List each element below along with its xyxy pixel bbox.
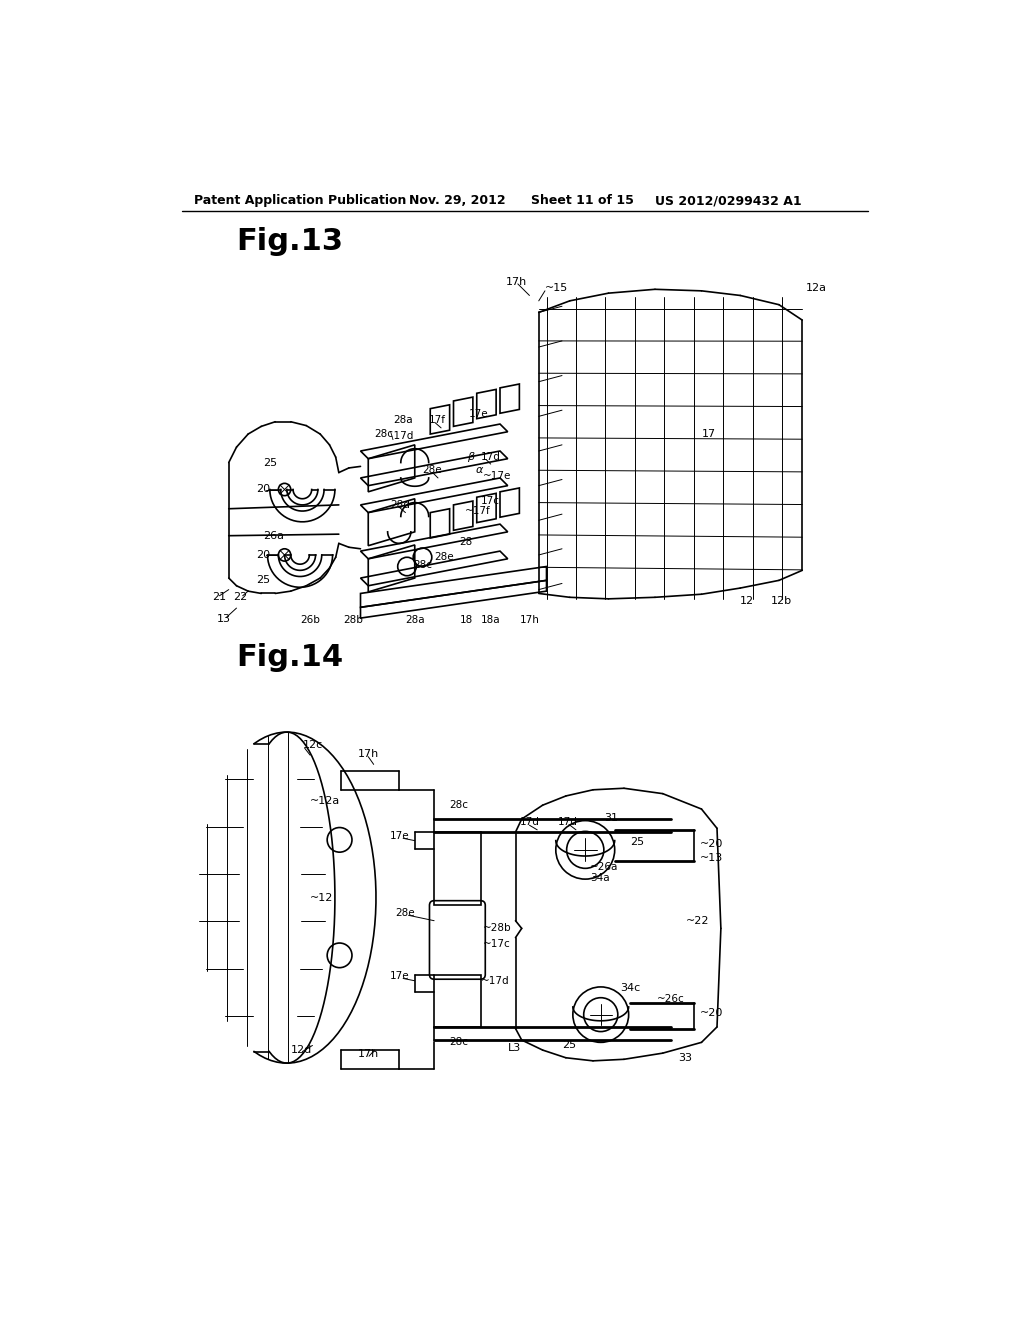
Text: 25: 25 — [630, 837, 644, 847]
Text: β: β — [467, 453, 474, 462]
Text: 28c: 28c — [414, 560, 432, 570]
Text: 28d: 28d — [390, 500, 410, 510]
Text: 12a: 12a — [806, 282, 827, 293]
Text: 25: 25 — [562, 1040, 577, 1051]
Text: 12d: 12d — [291, 1045, 312, 1055]
Text: α: α — [475, 465, 482, 475]
Text: 17e: 17e — [390, 832, 410, 841]
Text: 31: 31 — [604, 813, 618, 824]
Text: ~15: ~15 — [545, 282, 568, 293]
Text: 25: 25 — [263, 458, 278, 467]
Text: 28: 28 — [460, 537, 473, 546]
Text: 28b: 28b — [343, 615, 364, 626]
Text: 17h: 17h — [506, 277, 527, 286]
Text: ~17c: ~17c — [483, 939, 511, 949]
Text: 17: 17 — [701, 429, 716, 440]
Text: ~26c: ~26c — [656, 994, 684, 1005]
Text: Fig.13: Fig.13 — [237, 227, 343, 256]
Text: 28e: 28e — [395, 908, 415, 917]
Text: ~13: ~13 — [700, 853, 723, 862]
Text: ~17e: ~17e — [483, 471, 511, 480]
Text: ~28b: ~28b — [483, 924, 512, 933]
Text: 12b: 12b — [771, 597, 793, 606]
Text: 17h: 17h — [358, 748, 380, 759]
Text: 17f: 17f — [429, 416, 445, 425]
Text: 22: 22 — [232, 593, 247, 602]
Text: 17d: 17d — [519, 817, 540, 828]
Text: ~17d: ~17d — [480, 975, 509, 986]
Text: ~20: ~20 — [700, 838, 723, 849]
Text: 28a: 28a — [393, 416, 413, 425]
Text: 12: 12 — [740, 597, 755, 606]
Text: 34c: 34c — [621, 982, 640, 993]
Text: Nov. 29, 2012: Nov. 29, 2012 — [410, 194, 506, 207]
Text: 17c: 17c — [480, 496, 500, 506]
Text: L3: L3 — [508, 1043, 521, 1053]
Text: 25: 25 — [256, 576, 270, 585]
Text: ~17f: ~17f — [465, 506, 490, 516]
Text: ~22: ~22 — [686, 916, 710, 925]
Text: 17d: 17d — [558, 817, 578, 828]
Text: 26b: 26b — [300, 615, 319, 626]
Text: 34a: 34a — [590, 874, 609, 883]
Text: 17e: 17e — [469, 409, 488, 418]
Text: 28c: 28c — [375, 429, 393, 440]
Text: 28a: 28a — [406, 615, 425, 626]
Text: ~20: ~20 — [700, 1008, 723, 1018]
Text: 28c: 28c — [450, 1038, 469, 1047]
Text: 13: 13 — [217, 614, 231, 624]
Text: 18: 18 — [460, 615, 473, 626]
Text: 20: 20 — [256, 550, 270, 560]
Text: \17d: \17d — [390, 430, 414, 441]
Text: ~26a: ~26a — [590, 862, 618, 871]
Text: 18a: 18a — [480, 615, 501, 626]
Text: 28c: 28c — [450, 800, 469, 810]
Text: 17h: 17h — [519, 615, 540, 626]
Text: US 2012/0299432 A1: US 2012/0299432 A1 — [655, 194, 802, 207]
Text: 28e: 28e — [423, 465, 442, 475]
Text: 26a: 26a — [263, 531, 285, 541]
Text: 17d: 17d — [480, 453, 501, 462]
Text: 28e: 28e — [434, 552, 454, 562]
Text: Patent Application Publication: Patent Application Publication — [194, 194, 407, 207]
Text: 17e: 17e — [390, 972, 410, 981]
Text: Sheet 11 of 15: Sheet 11 of 15 — [531, 194, 634, 207]
Text: ~12: ~12 — [310, 892, 334, 903]
Text: Fig.14: Fig.14 — [237, 643, 344, 672]
Text: 17h: 17h — [357, 1049, 379, 1059]
Text: 12c: 12c — [302, 741, 323, 750]
Text: 20: 20 — [256, 484, 270, 495]
Text: 33: 33 — [678, 1053, 692, 1063]
Text: ~12a: ~12a — [310, 796, 340, 807]
Text: 21: 21 — [212, 593, 226, 602]
